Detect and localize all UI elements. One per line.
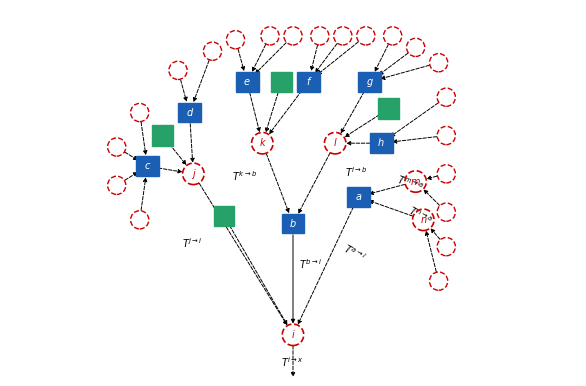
Bar xyxy=(152,125,173,146)
Text: n: n xyxy=(420,215,427,225)
Text: c: c xyxy=(145,161,150,171)
Bar xyxy=(136,156,159,176)
Bar xyxy=(370,134,393,153)
Text: $T^{m \to a}$: $T^{m \to a}$ xyxy=(394,173,425,194)
Text: l: l xyxy=(334,138,336,148)
Text: i: i xyxy=(292,330,294,340)
Text: $T^{a \to i}$: $T^{a \to i}$ xyxy=(341,240,368,264)
Text: $T^{n \to a}$: $T^{n \to a}$ xyxy=(406,204,434,228)
Bar xyxy=(271,71,292,92)
Text: d: d xyxy=(186,108,193,117)
Text: $T^{k \to b}$: $T^{k \to b}$ xyxy=(231,169,257,183)
Text: a: a xyxy=(355,192,361,202)
Text: $T^{b \to i}$: $T^{b \to i}$ xyxy=(299,257,322,271)
Bar xyxy=(281,214,305,234)
Bar xyxy=(178,103,201,122)
Text: b: b xyxy=(290,218,296,229)
Text: e: e xyxy=(244,77,250,87)
Text: g: g xyxy=(366,77,373,87)
Text: $T^{i \to x}$: $T^{i \to x}$ xyxy=(281,355,305,369)
Bar xyxy=(379,98,399,119)
Text: f: f xyxy=(306,77,310,87)
Bar xyxy=(214,206,234,226)
Text: k: k xyxy=(260,138,265,148)
Bar xyxy=(297,72,320,91)
Bar xyxy=(347,187,370,207)
Bar xyxy=(358,72,381,91)
Text: $T^{l \to b}$: $T^{l \to b}$ xyxy=(345,165,367,179)
Bar xyxy=(236,72,258,91)
Text: $T^{j \to i}$: $T^{j \to i}$ xyxy=(182,236,203,250)
Text: h: h xyxy=(378,138,384,148)
Text: j: j xyxy=(192,169,195,179)
Text: m: m xyxy=(411,176,420,186)
